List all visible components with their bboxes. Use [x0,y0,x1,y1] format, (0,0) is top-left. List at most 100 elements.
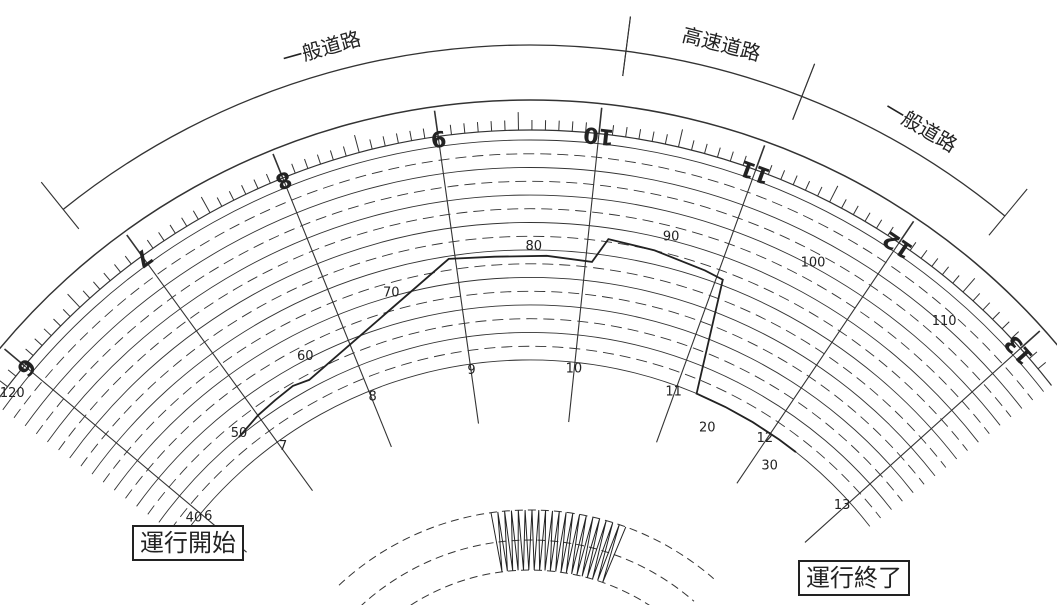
speed-labels: 120 50 60 70 80 90 100 110 40 20 30 [0,229,957,525]
segment-boundary [792,63,816,120]
segment-boundary [622,16,632,77]
time-tick [216,197,223,207]
inner-hour-label: 8 [369,390,377,405]
time-tick [62,309,71,317]
segment-arc [625,50,803,98]
time-tick [780,170,786,180]
time-tick [409,130,413,141]
speed-label: 20 [699,420,716,435]
segment-arc [62,44,627,210]
segment-label: 一般道路 [880,96,961,157]
time-tick [158,232,165,241]
speed-label: 80 [525,239,542,254]
hour-line [736,242,900,484]
inner-distance-ring [338,509,715,605]
segment-boundary [988,188,1028,236]
time-tick [82,290,91,299]
time-tick [982,302,991,311]
speed-label: 70 [383,286,400,301]
speed-label: 90 [663,229,680,244]
time-tick [931,258,939,267]
speed-arc [69,222,979,459]
speed-label: 110 [932,314,957,329]
distance-arc [410,569,650,605]
speed-arc [169,345,881,531]
time-tick [585,122,587,133]
inner-hour-label: 9 [467,363,475,378]
time-tick [742,155,747,166]
inner-hour-label: 12 [757,431,774,446]
time-tick [43,328,52,337]
scale-arc [0,129,1052,398]
time-tick [272,153,284,179]
inner-hour-label: 7 [279,439,287,454]
time-tick [611,125,615,136]
time-tick [792,175,798,185]
segment-label: 高速道路 [680,23,763,66]
hour-line [656,169,757,443]
inner-hour-label: 13 [834,498,851,513]
time-tick [677,129,684,148]
chart-arcs [0,99,1057,539]
time-tick [1001,321,1010,330]
inner-hour-label: 10 [566,361,583,376]
time-tick [754,145,766,171]
start-callout-label: 運行開始 [132,525,244,561]
speed-label: 100 [801,256,826,271]
outer-arc [0,99,1057,350]
time-tick [1019,330,1041,349]
time-tick [476,122,479,133]
time-tick [382,136,386,147]
time-tick [124,255,132,265]
speed-arc [91,249,958,475]
time-tick [767,165,773,175]
time-tick [422,128,426,139]
time-tick [992,311,1000,320]
time-tick [67,293,81,308]
speed-label: 60 [297,349,314,364]
hour-line [24,365,247,553]
time-tick [887,226,894,236]
time-tick [228,191,235,201]
time-tick [598,107,603,134]
time-tick [716,147,721,158]
speed-trace [238,238,797,453]
time-tick [638,129,642,140]
time-tick [114,264,122,273]
time-tick [463,123,466,134]
speed-arc [125,290,925,499]
time-tick [920,249,928,259]
time-tick [34,338,43,346]
time-ticks [0,107,1047,553]
time-tick [852,205,859,215]
time-tick [1029,351,1038,359]
time-tick [449,124,452,135]
time-tick [571,121,574,132]
time-tick [864,212,871,222]
time-tick [651,131,655,142]
segment-boundary [40,181,80,230]
time-tick [126,234,143,257]
hour-line [437,136,480,424]
time-tick [433,110,439,137]
speed-arc [136,304,914,507]
speed-label: 40 [186,511,203,526]
hour-line [804,347,1021,543]
time-tick [804,180,811,191]
speed-trace-line [238,238,797,453]
time-tick [817,186,823,197]
time-tick [664,134,668,145]
speed-arc [35,180,1012,435]
time-tick [962,277,976,293]
time-tick [146,239,154,249]
time-tick [841,199,847,209]
hour-label: 12 [879,225,918,263]
time-tick [7,369,17,377]
time-tick [395,133,399,144]
time-tick [329,150,334,161]
speed-arc [102,263,947,483]
time-tick [53,318,61,327]
segment-label: 一般道路 [280,26,364,71]
